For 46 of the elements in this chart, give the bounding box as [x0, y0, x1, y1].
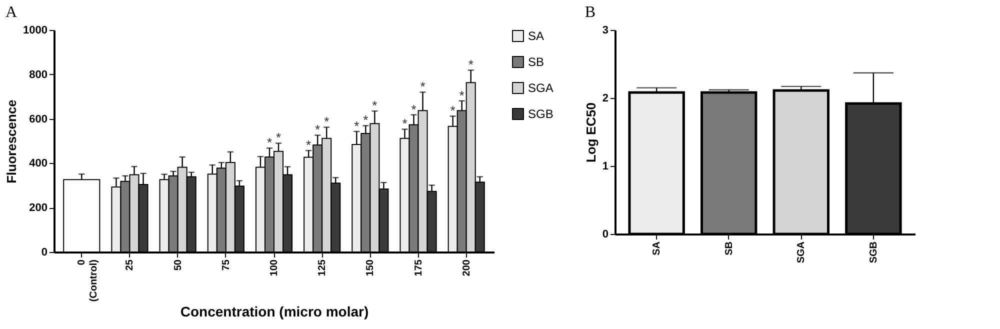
y-tick-label: 600 — [29, 113, 48, 126]
x-tick-label: 100 — [269, 259, 280, 276]
x-tick-label: 200 — [461, 259, 472, 276]
y-tick-label: 1 — [602, 160, 608, 172]
chart-title: A — [6, 4, 18, 21]
y-tick-label: 200 — [29, 202, 48, 214]
annotation: * — [402, 116, 408, 132]
x-tick-label: 75 — [220, 259, 232, 271]
annotation: * — [450, 103, 456, 118]
y-axis-title: Log EC50 — [583, 102, 598, 162]
x-tick-label: 175 — [413, 259, 424, 276]
y-tick-label: 400 — [29, 158, 48, 170]
annotation: * — [324, 114, 330, 130]
x-tick-label: SB — [724, 242, 735, 256]
annotation: * — [276, 130, 282, 146]
y-tick-label: 0 — [41, 246, 48, 258]
legend-label: SGA — [528, 81, 554, 95]
x-tick-label: 150 — [365, 259, 376, 276]
y-tick-label: 2 — [602, 92, 608, 104]
x-tick-label: 25 — [124, 259, 136, 271]
legend-label: SA — [528, 29, 544, 43]
legend-label: SGB — [528, 107, 554, 121]
annotation: * — [266, 135, 272, 150]
annotation: * — [315, 122, 320, 138]
x-axis-title: Concentration (micro molar) — [180, 304, 369, 320]
annotation: * — [363, 112, 368, 128]
y-tick-label: 3 — [602, 24, 608, 36]
annotation: * — [468, 57, 474, 72]
y-tick-label: 1000 — [23, 24, 48, 36]
y-tick-label: 800 — [29, 68, 48, 81]
y-axis-title: Fluorescence — [4, 100, 20, 184]
annotation: * — [372, 98, 378, 114]
annotation: * — [459, 88, 464, 103]
x-tick-label: 125 — [317, 259, 328, 276]
x-tick-label: SA — [652, 242, 663, 256]
annotation: * — [306, 138, 312, 153]
x-tick-label: SGA — [796, 242, 808, 264]
x-tick-label: 0 (Control) — [76, 259, 100, 302]
y-tick-label: 0 — [602, 228, 608, 240]
x-tick-label: SGB — [868, 242, 880, 264]
annotation: * — [411, 102, 416, 117]
annotation: * — [354, 118, 360, 134]
x-tick-label: 50 — [172, 259, 184, 271]
chart-title: B — [584, 4, 596, 21]
annotation: * — [420, 79, 426, 94]
legend-label: SB — [528, 55, 544, 69]
